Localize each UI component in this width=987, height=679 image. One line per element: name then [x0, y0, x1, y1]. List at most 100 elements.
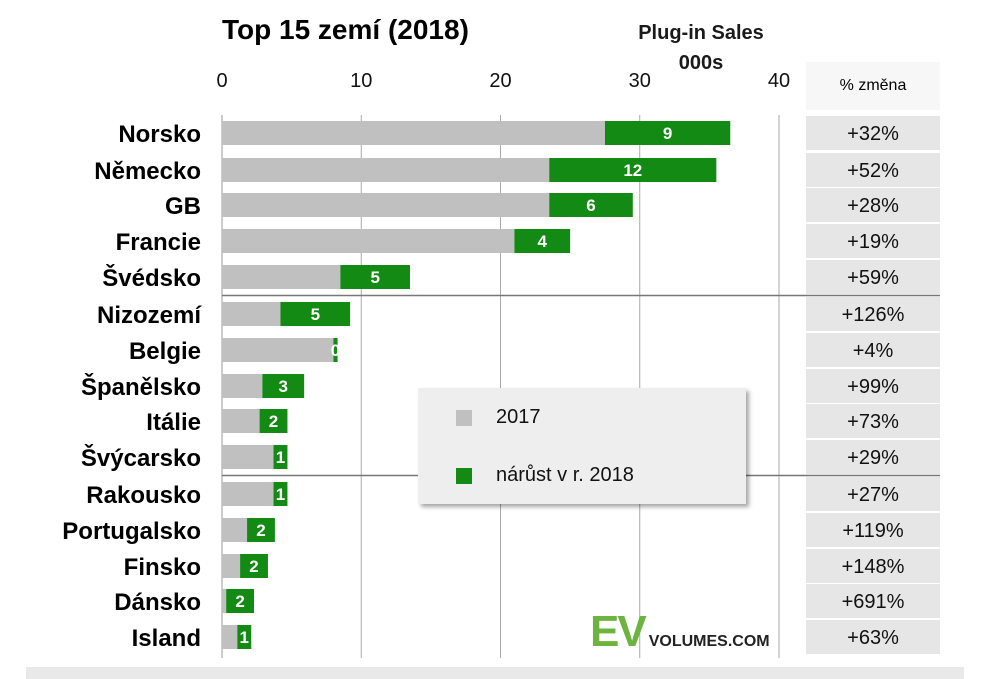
bar-2017 — [222, 158, 550, 182]
bar-increase-label: 6 — [586, 196, 595, 215]
bar-2017 — [222, 482, 274, 506]
pct-value: +52% — [847, 160, 899, 182]
pct-cell — [806, 369, 940, 403]
x-tick-label: 40 — [768, 70, 790, 92]
pct-value: +4% — [853, 340, 894, 362]
bar-increase-label: 1 — [276, 485, 285, 504]
unit-label-line2: 000s — [678, 52, 724, 74]
pct-value: +32% — [847, 123, 899, 145]
pct-cell — [806, 477, 940, 511]
x-tick-label: 0 — [216, 70, 227, 92]
bar-2017 — [222, 265, 341, 289]
x-tick-label: 30 — [629, 70, 651, 92]
bar-increase-label: 2 — [256, 521, 265, 540]
chart-title: Top 15 zemí (2018) — [222, 14, 469, 45]
bar-increase-label: 0 — [331, 341, 340, 360]
bar-2017 — [222, 518, 248, 542]
category-label: Norsko — [118, 121, 201, 148]
category-label: Španělsko — [81, 373, 201, 401]
pct-cell — [806, 513, 940, 547]
pct-cell — [806, 224, 940, 258]
bar-increase-label: 1 — [276, 448, 285, 467]
bar-2017 — [222, 302, 281, 326]
category-label: Nizozemí — [97, 302, 202, 329]
legend: 2017 nárůst v r. 2018 — [418, 388, 746, 504]
category-label: Finsko — [124, 554, 201, 581]
pct-value: +28% — [847, 195, 899, 217]
bar-2017 — [222, 409, 260, 433]
bar-2017 — [222, 625, 238, 649]
pct-cell — [806, 584, 940, 618]
bar-increase-label: 2 — [249, 557, 258, 576]
category-label: Švýcarsko — [81, 444, 201, 472]
bar-increase — [273, 445, 288, 469]
logo-ev: EV — [590, 607, 647, 656]
bar-increase — [280, 302, 351, 326]
bar-2017 — [222, 193, 550, 217]
bar-increase — [247, 518, 275, 542]
legend-item-increase: nárůst v r. 2018 — [456, 464, 634, 487]
category-label: Dánsko — [114, 589, 201, 616]
pct-value: +691% — [842, 591, 905, 613]
category-label: Island — [132, 625, 201, 652]
unit-label-line1: Plug-in Sales — [638, 22, 764, 44]
bar-2017 — [222, 338, 334, 362]
category-label: Švédsko — [102, 264, 201, 292]
bar-2017 — [222, 374, 263, 398]
pct-value: +126% — [842, 304, 905, 326]
legend-label-2017: 2017 — [496, 406, 541, 428]
bar-increase-label: 2 — [269, 412, 278, 431]
bar-increase-label: 5 — [311, 305, 320, 324]
bar-increase — [273, 482, 288, 506]
unit-label: Plug-in Sales 000s — [628, 18, 774, 78]
legend-swatch-2017 — [456, 409, 472, 426]
bar-increase — [604, 121, 731, 145]
category-label: Rakousko — [86, 482, 201, 509]
bar-increase — [240, 554, 268, 578]
pct-value: +27% — [847, 484, 899, 506]
bar-2017 — [222, 554, 241, 578]
pct-cell — [806, 153, 940, 187]
x-tick-label: 10 — [350, 70, 372, 92]
bar-increase — [259, 409, 288, 433]
category-label: Belgie — [129, 338, 201, 365]
category-label: Francie — [116, 229, 201, 256]
bar-increase — [549, 193, 633, 217]
pct-cell — [806, 188, 940, 222]
pct-cell — [806, 333, 940, 367]
bar-increase-label: 2 — [235, 592, 244, 611]
pct-value: +148% — [842, 556, 905, 578]
legend-item-2017: 2017 — [456, 406, 541, 429]
ev-volumes-logo: EV VOLUMES.COM — [590, 607, 770, 656]
pct-change-header: % změna — [806, 62, 940, 110]
bar-2017 — [222, 229, 515, 253]
logo-volumes: VOLUMES.COM — [648, 633, 770, 650]
bar-increase — [549, 158, 717, 182]
pct-cell — [806, 440, 940, 474]
bar-increase-label: 5 — [370, 268, 379, 287]
bottom-strip — [26, 667, 964, 679]
x-tick-label: 20 — [489, 70, 511, 92]
pct-value: +29% — [847, 447, 899, 469]
pct-value: +99% — [847, 376, 899, 398]
pct-cell — [806, 404, 940, 438]
bar-2017 — [222, 589, 227, 613]
category-label: GB — [165, 193, 201, 220]
bar-increase-label: 3 — [279, 377, 288, 396]
pct-value: +119% — [842, 520, 904, 542]
pct-value: +59% — [847, 267, 899, 289]
pct-cell — [806, 297, 940, 331]
bar-increase-label: 9 — [663, 124, 672, 143]
bar-increase — [262, 374, 305, 398]
pct-value: +73% — [847, 411, 899, 433]
pct-cell — [806, 260, 940, 294]
legend-label-increase: nárůst v r. 2018 — [496, 464, 634, 486]
bar-increase — [514, 229, 571, 253]
pct-cell — [806, 549, 940, 583]
category-label: Itálie — [146, 409, 201, 436]
bar-increase — [226, 589, 255, 613]
pct-cell — [806, 116, 940, 150]
bar-increase-label: 1 — [240, 628, 249, 647]
